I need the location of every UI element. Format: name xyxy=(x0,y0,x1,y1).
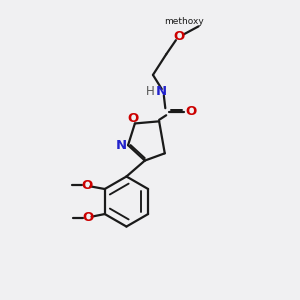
Text: H: H xyxy=(146,85,155,98)
Text: O: O xyxy=(185,105,196,118)
Text: methoxy: methoxy xyxy=(164,17,204,26)
Text: N: N xyxy=(116,139,127,152)
Text: N: N xyxy=(156,85,167,98)
Text: O: O xyxy=(174,30,185,43)
Text: O: O xyxy=(128,112,139,125)
Text: O: O xyxy=(82,211,93,224)
Text: O: O xyxy=(81,179,92,192)
